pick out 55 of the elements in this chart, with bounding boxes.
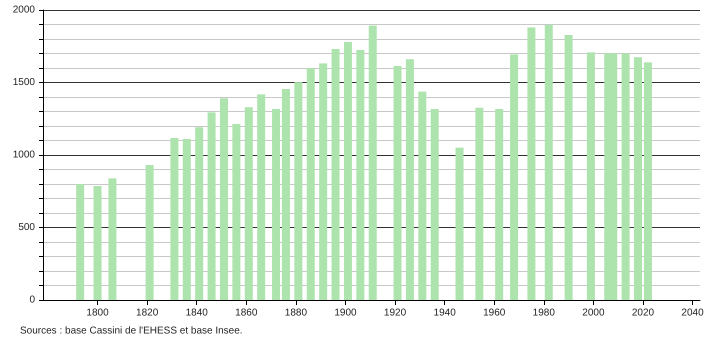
- x-tick-label: 1840: [186, 308, 208, 318]
- x-tick-label: 1860: [235, 308, 258, 318]
- bar: [170, 138, 178, 300]
- y-tick-label: 500: [18, 222, 36, 233]
- bar: [94, 186, 102, 300]
- bar: [622, 53, 630, 300]
- bar: [76, 184, 84, 300]
- x-tick-label: 2000: [582, 308, 605, 318]
- x-tick-label: 1900: [334, 308, 358, 318]
- bar: [418, 92, 426, 300]
- bar: [146, 165, 154, 300]
- bar: [586, 52, 595, 300]
- y-tick-label: 1000: [12, 150, 36, 160]
- bar: [108, 178, 116, 300]
- bar: [232, 124, 240, 300]
- x-tick-label: 2020: [632, 308, 655, 318]
- bar: [510, 54, 518, 300]
- bar: [475, 108, 484, 300]
- x-tick-label: 1920: [384, 308, 407, 318]
- bar: [564, 34, 573, 300]
- y-tick-label: 0: [29, 294, 36, 306]
- bar: [332, 49, 340, 300]
- bar: [368, 26, 377, 300]
- x-tick-label: 1800: [86, 308, 110, 318]
- bar: [544, 24, 553, 300]
- bar: [306, 68, 315, 300]
- bar: [319, 63, 328, 300]
- bar: [527, 27, 536, 300]
- x-tick-label: 1980: [532, 308, 556, 318]
- bar: [220, 98, 228, 300]
- bar: [208, 112, 216, 300]
- bar: [282, 89, 290, 300]
- x-tick-label: 1940: [434, 308, 456, 318]
- source-note: Sources : base Cassini de l'EHESS et base Insee.: [20, 326, 243, 336]
- bar: [344, 42, 352, 300]
- bar: [644, 62, 652, 300]
- bar: [634, 57, 642, 300]
- bar: [406, 59, 414, 300]
- bar: [456, 148, 464, 300]
- x-tick-label: 1880: [284, 308, 308, 318]
- bar: [244, 107, 253, 300]
- bar: [257, 94, 266, 300]
- bar: [394, 66, 402, 300]
- bar: [495, 109, 504, 300]
- bar: [182, 139, 191, 300]
- y-tick-label: 1500: [12, 77, 36, 88]
- bar: [430, 109, 439, 300]
- y-tick-label: 2000: [12, 4, 36, 16]
- x-tick-label: 2040: [681, 308, 704, 318]
- bar: [294, 82, 302, 300]
- bar: [356, 50, 364, 300]
- bar: [195, 127, 204, 300]
- x-tick-label: 1820: [136, 308, 159, 318]
- bar: [272, 109, 280, 300]
- x-tick-label: 1960: [483, 308, 506, 318]
